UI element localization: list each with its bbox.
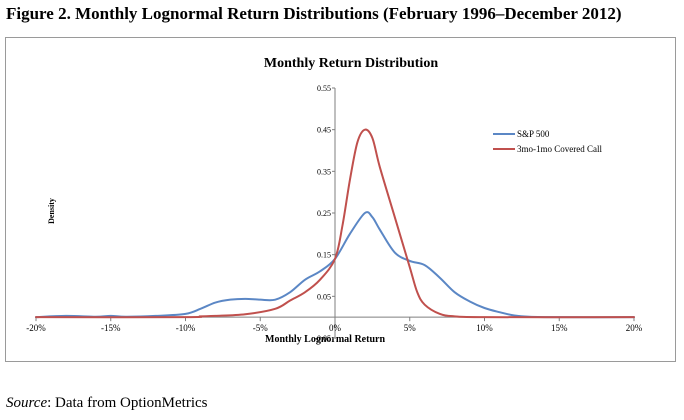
series-line-3mo-1mo-covered-call <box>35 128 635 319</box>
y-tick-label: 0.35 <box>317 167 331 176</box>
y-tick-label: 0.55 <box>317 84 331 93</box>
x-tick-label: 10% <box>476 323 493 333</box>
x-tick-label: -20% <box>26 323 46 333</box>
y-axis-label: Density <box>47 198 56 224</box>
x-tick-label: -15% <box>101 323 121 333</box>
axes: 0.55 0.45 0.35 0.25 0.15 0.05 -0.05 -20% -15% -10… <box>26 84 643 343</box>
x-tick-label: 20% <box>626 323 643 333</box>
chart-title: Monthly Return Distribution <box>264 56 438 71</box>
y-tick-label: 0.45 <box>317 126 331 135</box>
figure-title: Figure 2. Monthly Lognormal Return Distr… <box>6 4 622 23</box>
legend-label-s-p-500: S&P 500 <box>517 129 550 139</box>
source-label: Source <box>6 395 48 411</box>
x-tick-label: 5% <box>404 323 417 333</box>
x-tick-label: -10% <box>176 323 196 333</box>
y-tick-label: 0.05 <box>317 292 331 301</box>
y-tick-label: 0.15 <box>317 251 331 260</box>
source-text: : Data from OptionMetrics <box>47 395 208 411</box>
chart-frame: Monthly Return Distribution Density Mont… <box>5 37 676 362</box>
legend: S&P 500 3mo-1mo Covered Call <box>493 129 602 154</box>
series-lines <box>35 128 635 319</box>
chart: Monthly Return Distribution Density Mont… <box>26 56 643 345</box>
y-tick-label: 0.25 <box>317 209 331 218</box>
source-note: Source: Data from OptionMetrics <box>6 395 208 412</box>
x-axis-label: Monthly Lognormal Return <box>265 334 385 345</box>
x-tick-label: 15% <box>551 323 568 333</box>
x-tick-label: -5% <box>253 323 268 333</box>
y-tick-label: -0.05 <box>314 334 331 343</box>
x-tick-label: 0% <box>329 323 342 333</box>
legend-label-3mo-1mo-covered-call: 3mo-1mo Covered Call <box>517 144 602 154</box>
